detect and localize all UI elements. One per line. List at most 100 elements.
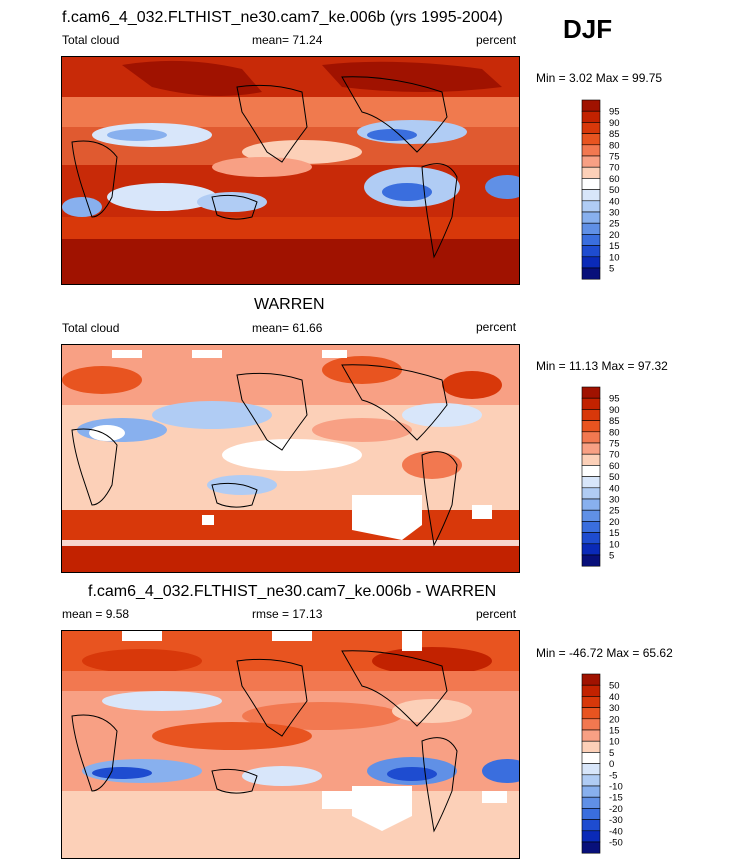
colorbar-swatch: [581, 696, 601, 708]
colorbar-tick-label: 20: [609, 230, 620, 241]
colorbar-tick-label: 75: [609, 152, 620, 163]
colorbar-tick-label: -20: [609, 804, 623, 815]
panel-2-mean: mean= 61.66: [252, 321, 323, 335]
colorbar-swatch: [581, 808, 601, 820]
panel-1-mean: mean= 71.24: [252, 33, 323, 47]
colorbar-tick-label: 25: [609, 506, 620, 517]
colorbar-swatch: [581, 222, 601, 235]
colorbar-tick-label: 10: [609, 252, 620, 263]
panel-2-minmax: Min = 11.13 Max = 97.32: [536, 359, 668, 373]
colorbar-tick-label: 85: [609, 416, 620, 427]
panel-3-minmax: Min = -46.72 Max = 65.62: [536, 646, 673, 660]
colorbar-swatch: [581, 267, 601, 280]
season-label: DJF: [563, 14, 613, 44]
colorbar-swatch: [581, 785, 601, 798]
colorbar-swatch: [581, 133, 601, 146]
panel-3-map: [61, 630, 520, 859]
colorbar-tick-label: 5: [609, 551, 614, 562]
colorbar-tick-label: -50: [609, 838, 623, 849]
colorbar-tick-label: -10: [609, 782, 623, 793]
colorbar-swatch: [581, 763, 601, 776]
colorbar-swatch: [581, 465, 601, 477]
colorbar-tick-label: 90: [609, 118, 620, 129]
colorbar-tick-label: 50: [609, 185, 620, 196]
panel-3-colorbar: 50 40 30 20 15 10 5 0 -5 -10 -15 -20 -30 -40 -50: [581, 673, 662, 858]
panel-2-map: [61, 344, 520, 573]
colorbar-swatch: [581, 155, 601, 168]
colorbar-tick-label: 50: [609, 681, 620, 692]
panel-1-title: f.cam6_4_032.FLTHIST_ne30.cam7_ke.006b (…: [62, 9, 503, 26]
colorbar-tick-label: 10: [609, 737, 620, 748]
panel-3-mean: mean = 9.58: [62, 607, 130, 621]
colorbar-swatch: [581, 245, 601, 258]
colorbar-tick-label: 85: [609, 129, 620, 140]
colorbar-swatch: [581, 729, 601, 742]
colorbar-swatch: [581, 409, 601, 421]
colorbar-tick-label: 80: [609, 427, 620, 438]
panel-2-colorbar: 95 90 85 80 75 70 60 50 40 30 25 20 15 10 5: [581, 386, 662, 571]
colorbar-swatch: [581, 774, 601, 787]
panel-2-units: percent: [476, 320, 517, 334]
colorbar-swatch: [581, 200, 601, 213]
colorbar-swatch: [581, 442, 601, 455]
colorbar-tick-label: 30: [609, 208, 620, 219]
colorbar-tick-label: 50: [609, 472, 620, 483]
panel-3-rmse: rmse = 17.13: [252, 607, 323, 621]
colorbar-tick-label: 10: [609, 539, 620, 550]
colorbar-tick-label: 90: [609, 405, 620, 416]
colorbar-tick-label: 40: [609, 692, 620, 703]
colorbar-tick-label: 5: [609, 748, 614, 759]
colorbar-tick-label: -30: [609, 815, 623, 826]
colorbar-tick-label: 15: [609, 528, 620, 539]
colorbar-tick-label: 15: [609, 726, 620, 737]
colorbar-swatch: [581, 234, 601, 246]
colorbar-swatch: [581, 521, 601, 533]
colorbar-swatch: [581, 166, 601, 179]
colorbar-tick-label: -40: [609, 826, 623, 837]
colorbar-swatch: [581, 397, 601, 410]
colorbar-tick-label: 75: [609, 439, 620, 450]
colorbar-tick-label: 80: [609, 140, 620, 151]
colorbar-swatch: [581, 256, 601, 269]
colorbar-swatch: [581, 554, 601, 567]
panel-1-left-label: Total cloud: [62, 33, 120, 47]
colorbar-tick-label: -5: [609, 770, 617, 781]
colorbar-swatch: [581, 178, 601, 190]
colorbar-tick-label: 20: [609, 714, 620, 725]
colorbar-swatch: [581, 830, 601, 843]
colorbar-swatch: [581, 189, 601, 202]
colorbar-swatch: [581, 684, 601, 697]
colorbar-swatch: [581, 752, 601, 764]
colorbar-tick-label: 60: [609, 174, 620, 185]
colorbar-tick-label: 5: [609, 264, 614, 275]
colorbar-swatch: [581, 144, 601, 157]
colorbar-swatch: [581, 431, 601, 444]
colorbar-swatch: [581, 841, 601, 854]
colorbar-swatch: [581, 673, 601, 686]
colorbar-tick-label: 70: [609, 450, 620, 461]
colorbar-tick-label: 60: [609, 461, 620, 472]
colorbar-tick-label: 40: [609, 196, 620, 207]
panel-3-units: percent: [476, 607, 517, 621]
colorbar-swatch: [581, 122, 601, 134]
colorbar-swatch: [581, 543, 601, 556]
colorbar-tick-label: 95: [609, 394, 620, 405]
panel-2-left-label: Total cloud: [62, 321, 120, 335]
colorbar-tick-label: 15: [609, 241, 620, 252]
panel-1-colorbar: 95 90 85 80 75 70 60 50 40 30 25 20 15 10 5: [581, 99, 662, 284]
colorbar-swatch: [581, 99, 601, 112]
colorbar-tick-label: 30: [609, 703, 620, 714]
colorbar-swatch: [581, 718, 601, 731]
colorbar-swatch: [581, 707, 601, 720]
colorbar-swatch: [581, 796, 601, 809]
colorbar-swatch: [581, 740, 601, 753]
colorbar-swatch: [581, 487, 601, 500]
panel-3-title: f.cam6_4_032.FLTHIST_ne30.cam7_ke.006b -…: [88, 583, 497, 600]
colorbar-tick-label: 0: [609, 759, 614, 770]
colorbar-tick-label: 40: [609, 483, 620, 494]
panel-1-map: [61, 56, 520, 285]
panel-1-units: percent: [476, 33, 517, 47]
colorbar-swatch: [581, 819, 601, 832]
colorbar-swatch: [581, 211, 601, 224]
colorbar-swatch: [581, 453, 601, 466]
